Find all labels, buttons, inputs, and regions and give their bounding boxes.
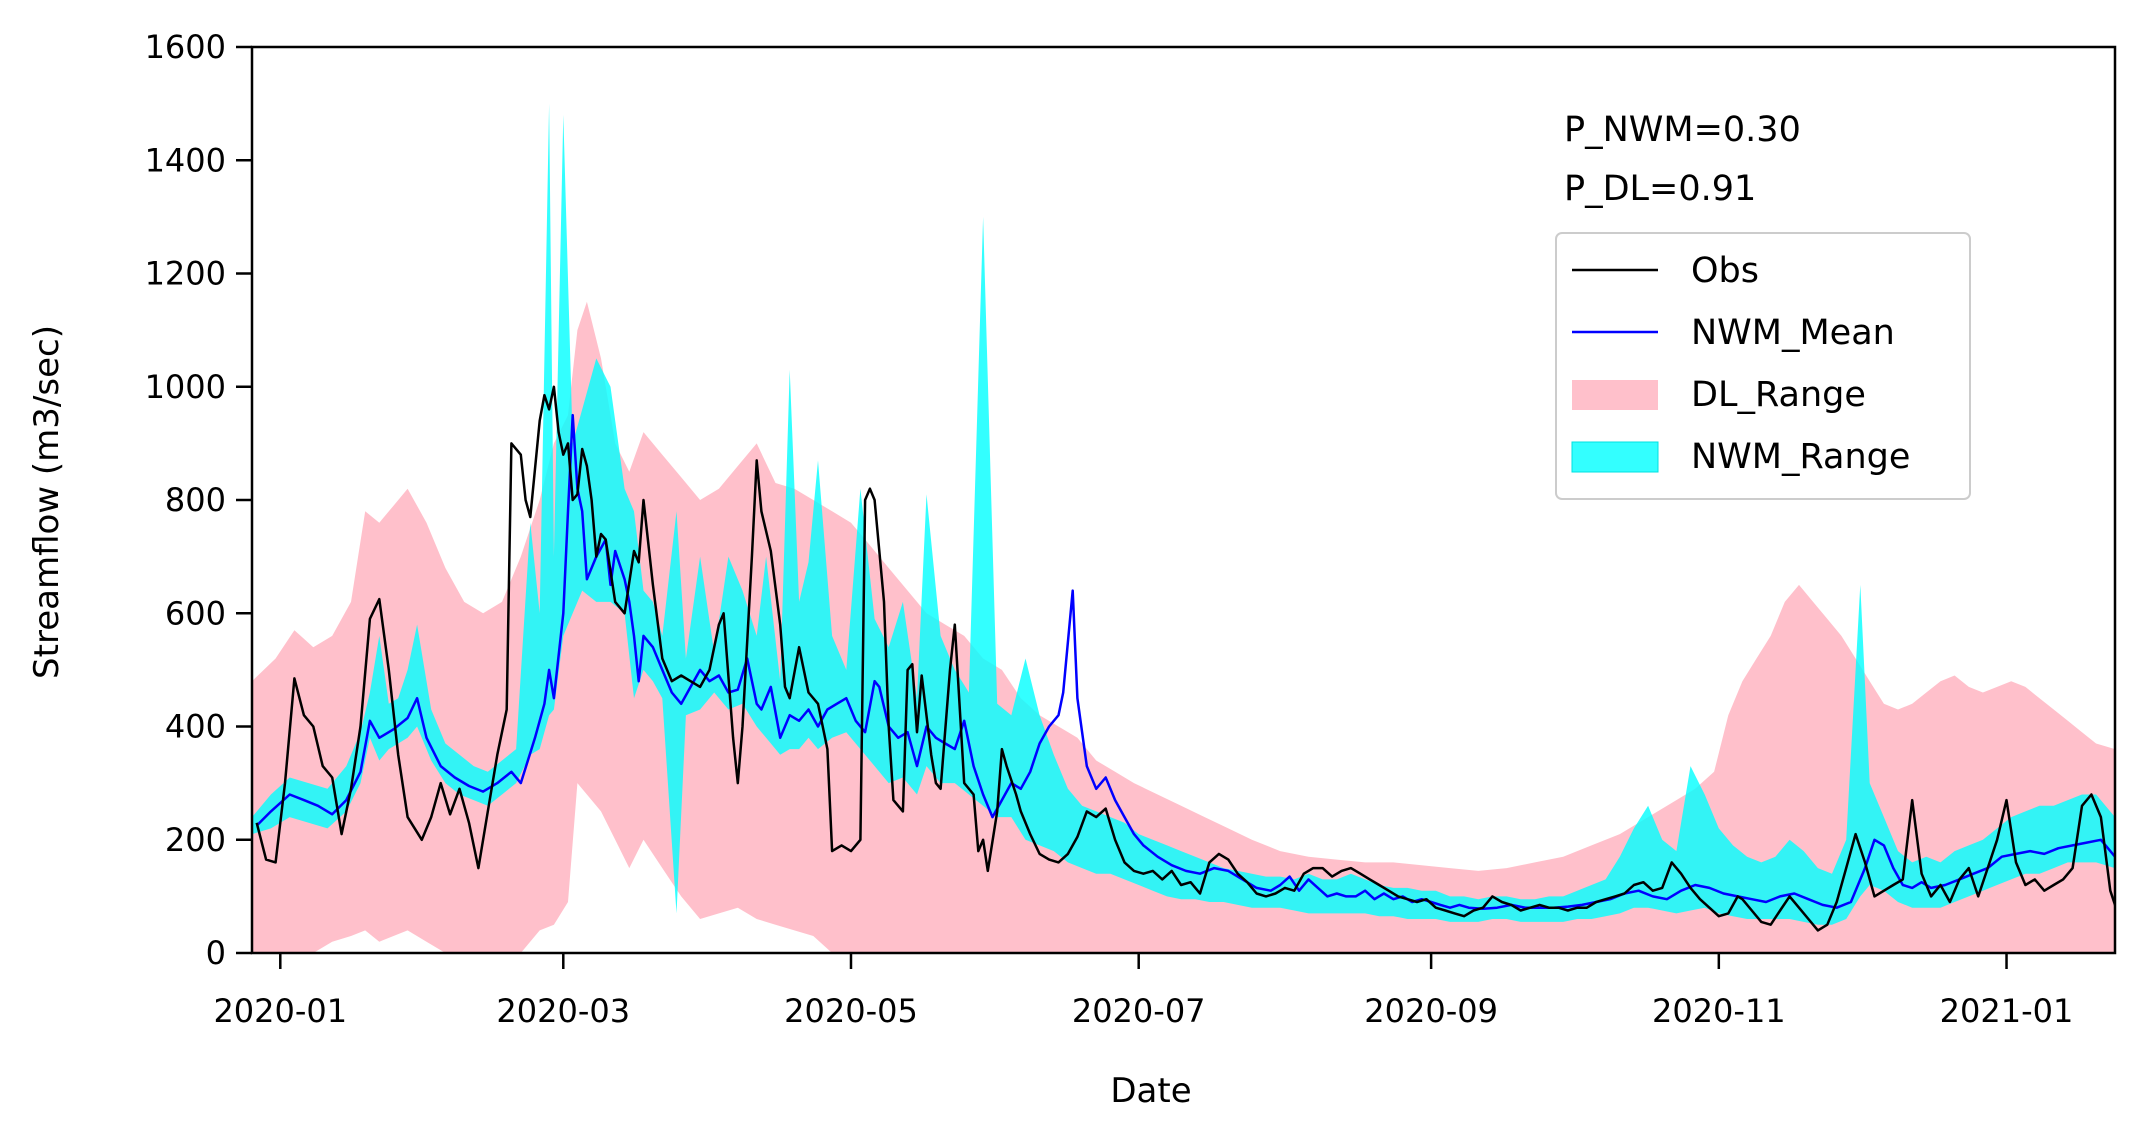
plot-series-group [252, 103, 2115, 953]
legend: Obs NWM_Mean DL_Range NWM_Range [1555, 232, 1971, 500]
legend-frame [1555, 232, 1971, 500]
x-axis-label: Date [1110, 1071, 1191, 1111]
dl-range-band [252, 301, 2115, 953]
y-tick-label: 1000 [145, 368, 226, 406]
nwm-mean-line [255, 413, 2115, 911]
y-tick-label: 800 [165, 481, 226, 519]
x-tick-label: 2020-03 [496, 992, 630, 1030]
y-axis-label: Streamflow (m3/sec) [27, 325, 67, 679]
x-tick-label: 2020-09 [1364, 992, 1498, 1030]
y-tick-label: 1200 [145, 255, 226, 293]
legend-nwm-range-label: NWM_Range [1691, 437, 1910, 477]
axes: 2020-01 2020-03 2020-05 2020-07 2020-09 2020-… [145, 28, 2117, 1030]
legend-dl-range-label: DL_Range [1691, 375, 1866, 415]
nwm-range-band [252, 103, 2115, 925]
x-tick-label: 2020-11 [1652, 992, 1786, 1030]
y-tick-label: 400 [165, 708, 226, 746]
x-tick-label: 2020-05 [784, 992, 918, 1030]
y-tick-label: 1600 [145, 28, 226, 66]
legend-nwm-range-swatch [1571, 441, 1659, 473]
y-tick-label: 600 [165, 594, 226, 632]
x-tick-label: 2020-07 [1072, 992, 1206, 1030]
plot-area [252, 103, 2115, 953]
x-tick-label: 2020-01 [213, 992, 347, 1030]
legend-dl-range-swatch [1572, 380, 1658, 410]
y-tick-label: 0 [206, 934, 226, 972]
p-nwm-annotation: P_NWM=0.30 [1564, 110, 1801, 150]
p-dl-annotation: P_DL=0.91 [1564, 169, 1756, 209]
legend-obs-label: Obs [1691, 251, 1759, 291]
y-tick-label: 1400 [145, 141, 226, 179]
legend-nwm-mean-label: NWM_Mean [1691, 313, 1895, 353]
x-tick-label: 2021-01 [1940, 992, 2074, 1030]
y-tick-label: 200 [165, 821, 226, 859]
obs-line [255, 385, 2115, 932]
